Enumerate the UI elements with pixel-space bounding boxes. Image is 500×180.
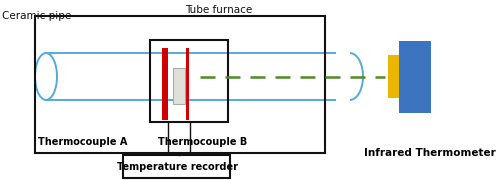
Text: Infrared Thermometer: Infrared Thermometer <box>364 148 496 159</box>
Bar <box>162 48 168 120</box>
Bar <box>35 16 325 153</box>
Ellipse shape <box>337 53 363 100</box>
Text: Tube furnace: Tube furnace <box>185 5 252 15</box>
Text: Ceramic pipe: Ceramic pipe <box>2 11 72 21</box>
Text: Thermocouple A: Thermocouple A <box>38 137 127 147</box>
Bar <box>122 155 230 178</box>
Text: Thermocouple B: Thermocouple B <box>158 137 247 147</box>
Bar <box>336 51 350 102</box>
Bar <box>172 68 185 104</box>
Bar <box>388 55 398 98</box>
Bar <box>150 40 228 122</box>
Text: Temperature recorder: Temperature recorder <box>117 161 238 172</box>
Bar <box>186 48 189 120</box>
Bar <box>398 40 431 112</box>
